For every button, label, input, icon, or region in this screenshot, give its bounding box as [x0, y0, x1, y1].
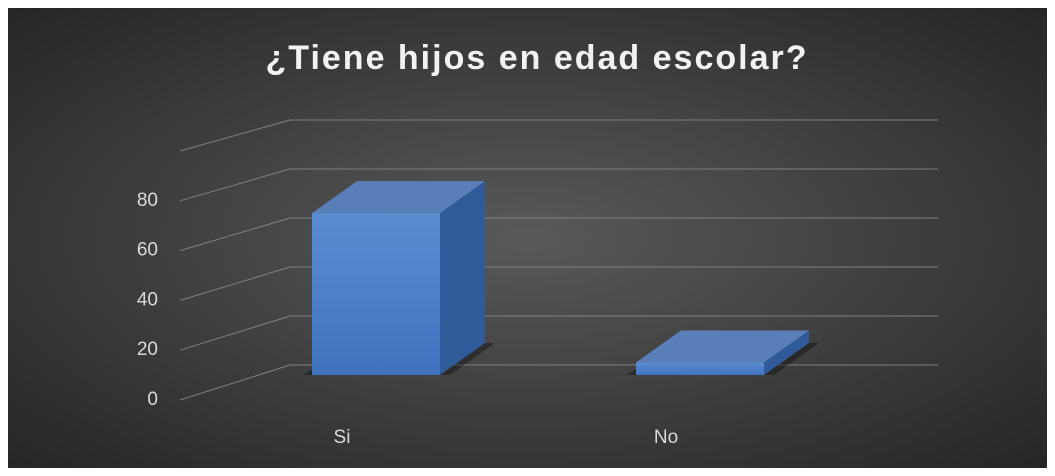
- chart-title: ¿Tiene hijos en edad escolar?: [266, 39, 809, 77]
- bar-top: [312, 181, 485, 214]
- bar-top: [636, 330, 809, 363]
- bar: [636, 362, 764, 375]
- y-tick-label: 80: [137, 190, 158, 211]
- y-tick-label: 0: [147, 389, 158, 410]
- grid-line: [179, 119, 291, 152]
- chart-background: [8, 8, 1047, 468]
- bar: [312, 213, 440, 375]
- grid-line: [179, 168, 291, 202]
- grid-line: [179, 364, 291, 401]
- bar-side: [764, 330, 809, 375]
- x-tick-label: Si: [334, 427, 351, 448]
- y-tick-label: 60: [137, 240, 158, 261]
- x-tick-label: No: [654, 427, 678, 448]
- grid-line: [179, 315, 291, 351]
- y-tick-label: 20: [137, 339, 158, 360]
- grid-line: [179, 266, 291, 301]
- y-tick-label: 40: [137, 289, 158, 310]
- grid-line: [179, 217, 291, 252]
- bar-side: [440, 181, 485, 375]
